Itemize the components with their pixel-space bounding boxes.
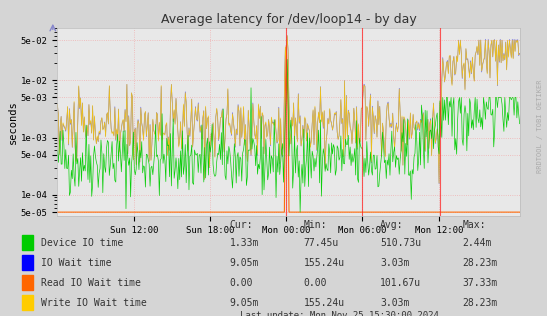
Text: 2.44m: 2.44m (462, 238, 492, 248)
Text: 155.24u: 155.24u (304, 298, 345, 307)
Title: Average latency for /dev/loop14 - by day: Average latency for /dev/loop14 - by day (161, 13, 416, 26)
Text: 9.05m: 9.05m (230, 298, 259, 307)
Text: 28.23m: 28.23m (462, 298, 497, 307)
Text: 77.45u: 77.45u (304, 238, 339, 248)
Text: RRDTOOL / TOBI OETIKER: RRDTOOL / TOBI OETIKER (537, 80, 543, 173)
Text: Cur:: Cur: (230, 220, 253, 230)
Text: 37.33m: 37.33m (462, 278, 497, 288)
Text: 28.23m: 28.23m (462, 258, 497, 268)
FancyBboxPatch shape (22, 295, 33, 310)
Text: Max:: Max: (462, 220, 486, 230)
Text: 1.33m: 1.33m (230, 238, 259, 248)
Text: 0.00: 0.00 (230, 278, 253, 288)
Y-axis label: seconds: seconds (8, 100, 18, 144)
Text: 155.24u: 155.24u (304, 258, 345, 268)
Text: Device IO time: Device IO time (41, 238, 123, 248)
Text: 3.03m: 3.03m (380, 258, 410, 268)
Text: Read IO Wait time: Read IO Wait time (41, 278, 141, 288)
Text: IO Wait time: IO Wait time (41, 258, 112, 268)
FancyBboxPatch shape (22, 275, 33, 290)
Text: 510.73u: 510.73u (380, 238, 421, 248)
Text: Avg:: Avg: (380, 220, 404, 230)
FancyBboxPatch shape (22, 255, 33, 270)
Text: Last update: Mon Nov 25 15:30:00 2024: Last update: Mon Nov 25 15:30:00 2024 (240, 311, 439, 316)
Text: 101.67u: 101.67u (380, 278, 421, 288)
Text: 9.05m: 9.05m (230, 258, 259, 268)
Text: Write IO Wait time: Write IO Wait time (41, 298, 147, 307)
Text: 3.03m: 3.03m (380, 298, 410, 307)
FancyBboxPatch shape (22, 235, 33, 250)
Text: 0.00: 0.00 (304, 278, 327, 288)
Text: Min:: Min: (304, 220, 327, 230)
